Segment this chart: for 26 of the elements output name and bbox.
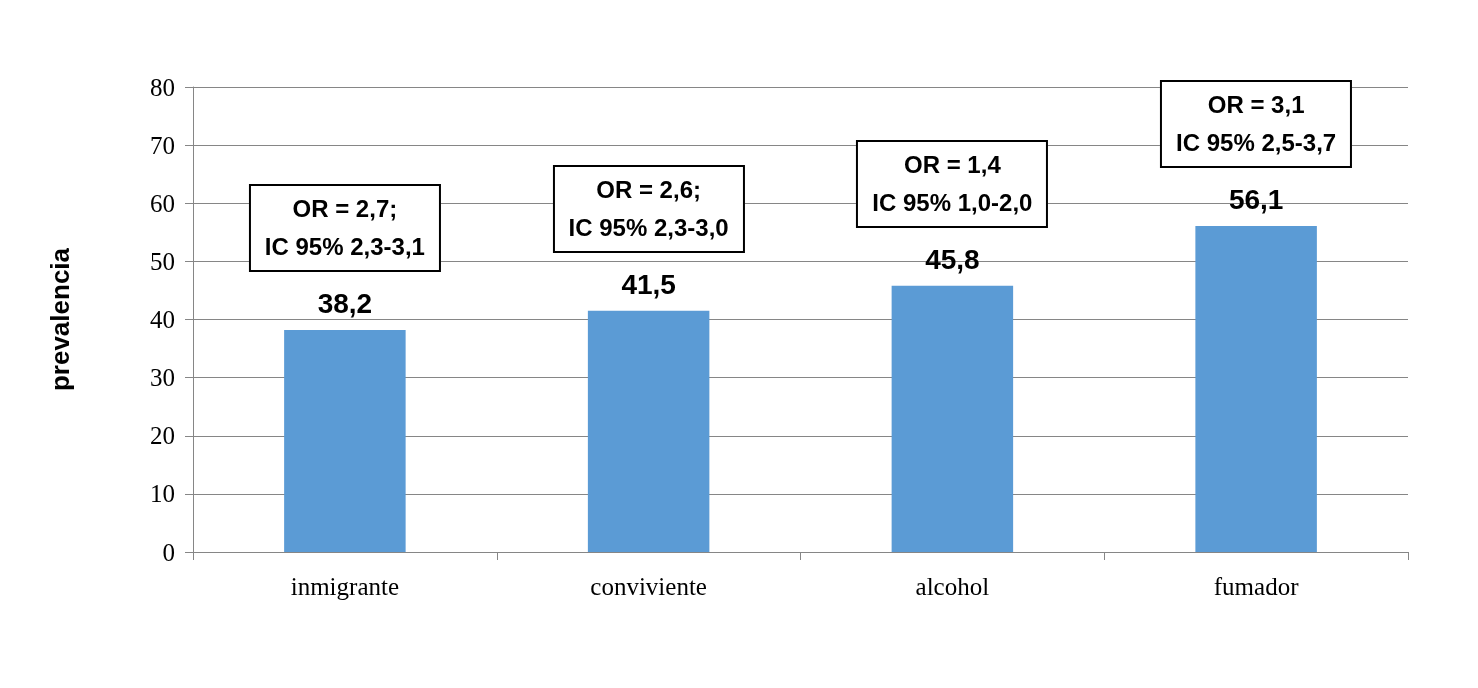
- data-label: 56,1: [1228, 184, 1284, 216]
- x-tick-label: conviviente: [590, 573, 707, 600]
- y-tick-label: 30: [150, 364, 175, 392]
- y-tick-label: 50: [150, 247, 175, 275]
- bar: [1195, 225, 1317, 552]
- y-tick-label: 70: [150, 131, 175, 159]
- y-tick-label: 0: [162, 538, 175, 566]
- data-label: 38,2: [317, 288, 373, 320]
- annotation-box: OR = 2,7; IC 95% 2,3-3,1: [248, 183, 441, 272]
- x-tick-label: alcohol: [915, 573, 990, 600]
- x-tick-label: fumador: [1213, 573, 1300, 600]
- y-tick-label: 20: [150, 422, 175, 450]
- annotation-box: OR = 3,1 IC 95% 2,5-3,7: [1160, 79, 1353, 168]
- bar: [284, 329, 406, 552]
- y-axis-title: prevalencia: [45, 247, 75, 392]
- annotation-box: OR = 1,4 IC 95% 1,0-2,0: [856, 139, 1049, 228]
- y-tick-label: 40: [150, 306, 175, 333]
- y-tick-label: 60: [150, 189, 175, 217]
- data-label: 45,8: [925, 244, 980, 276]
- x-tick-label: inmigrante: [290, 573, 400, 600]
- y-tick-label: 10: [150, 480, 175, 508]
- bar: [891, 285, 1014, 552]
- data-label: 41,5: [621, 269, 676, 301]
- bar: [587, 310, 710, 552]
- annotation-box: OR = 2,6; IC 95% 2,3-3,0: [552, 164, 745, 253]
- y-tick-label: 80: [150, 73, 175, 101]
